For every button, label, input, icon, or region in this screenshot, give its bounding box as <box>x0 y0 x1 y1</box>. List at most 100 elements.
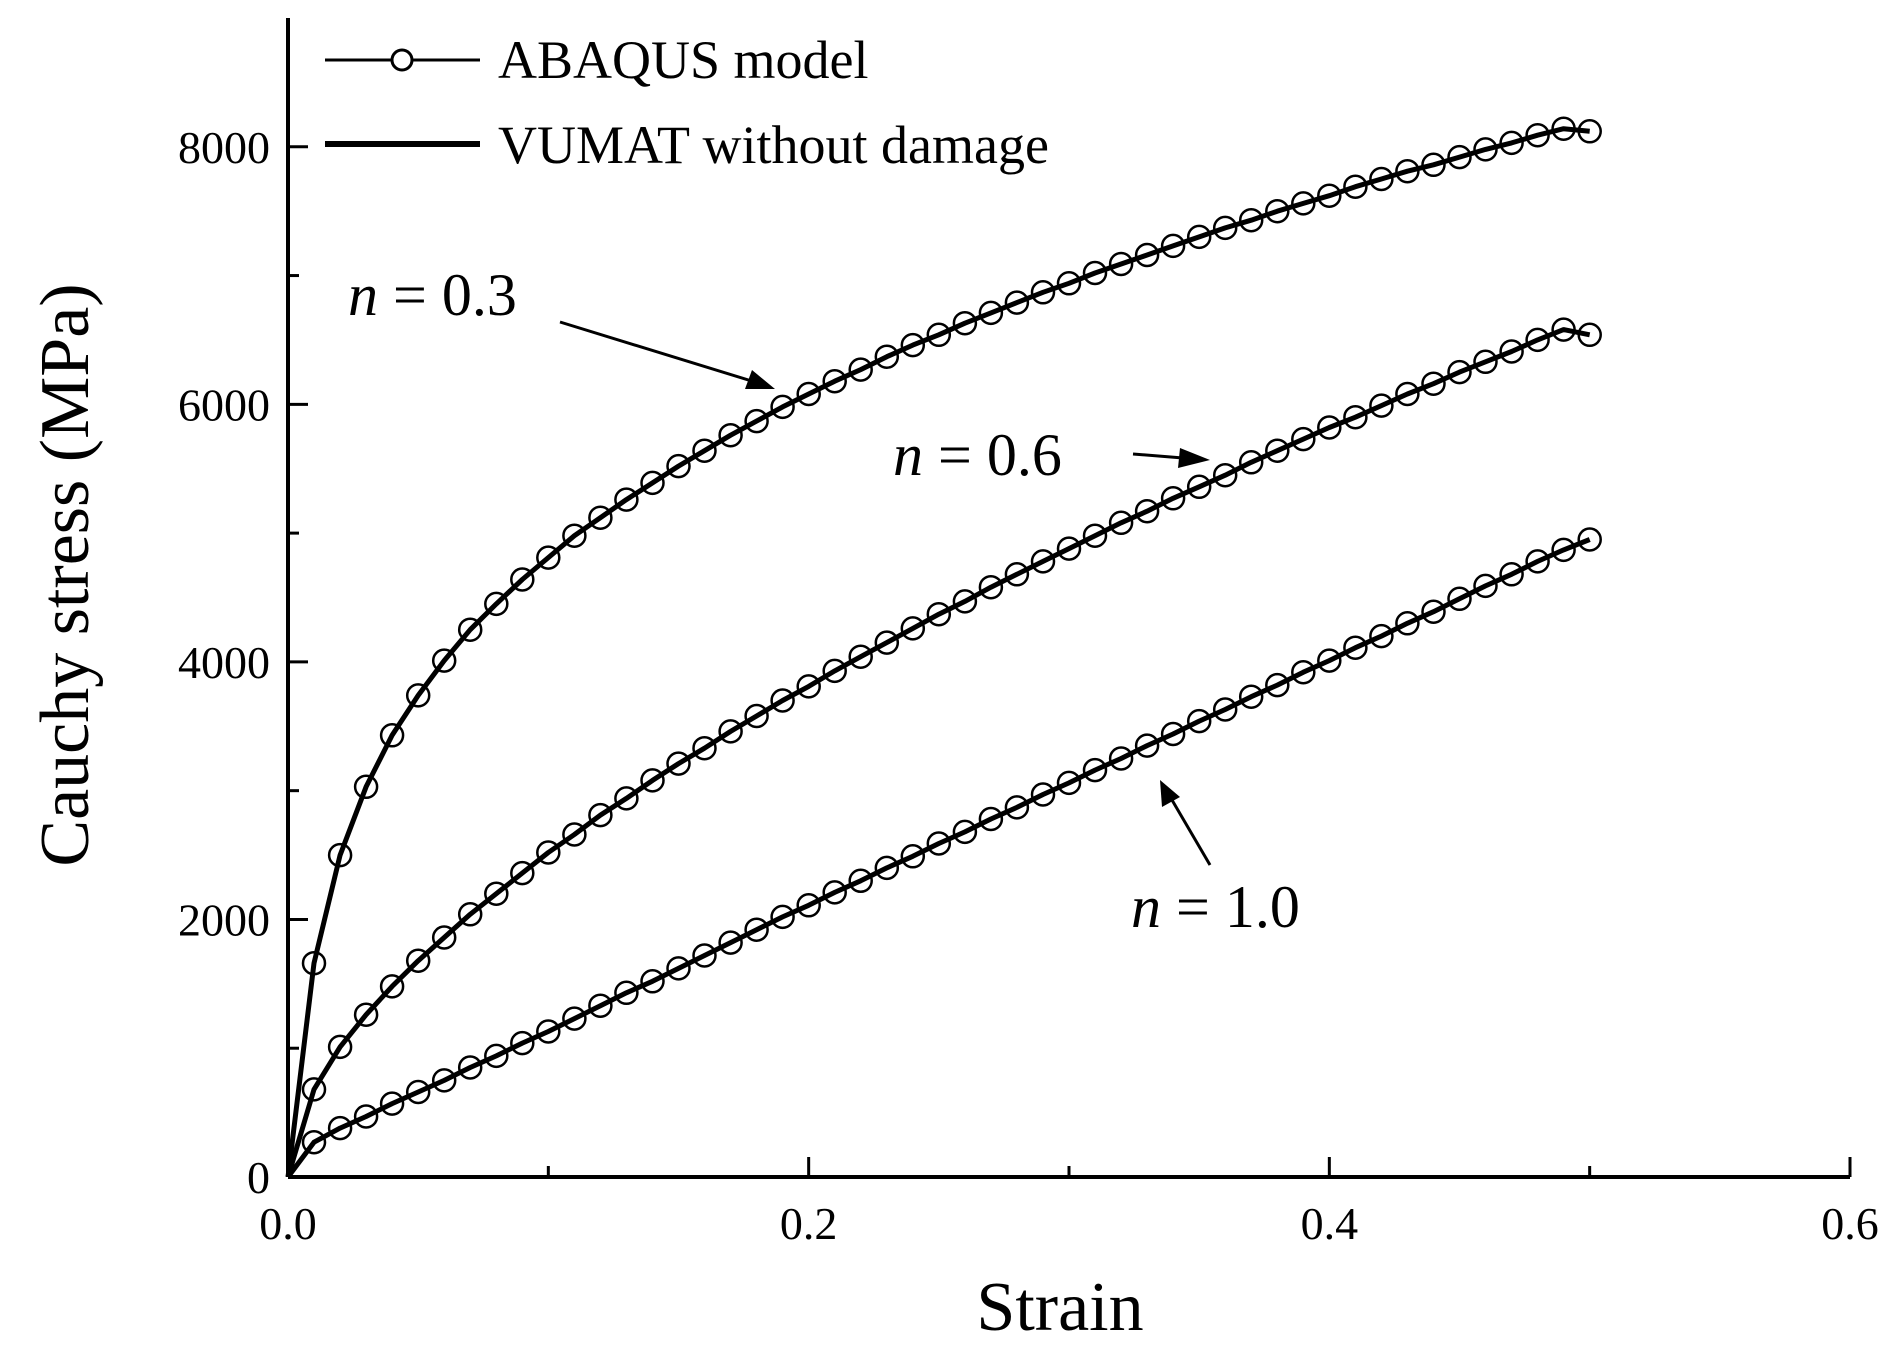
data-point <box>1421 371 1446 396</box>
data-point <box>614 980 639 1006</box>
data-point <box>588 802 613 828</box>
data-point <box>379 1091 405 1116</box>
annotation-n10-value: = 1.0 <box>1161 874 1300 940</box>
data-point <box>1004 290 1030 315</box>
data-point <box>822 368 847 394</box>
data-point <box>562 523 587 548</box>
data-point <box>1265 438 1290 463</box>
data-point <box>1421 599 1446 624</box>
data-point <box>1082 757 1108 783</box>
x-axis-title: Strain <box>976 1269 1143 1346</box>
data-point <box>1499 339 1524 364</box>
data-point <box>1030 280 1056 305</box>
data-point <box>822 880 847 905</box>
data-point <box>484 591 509 617</box>
data-point <box>510 567 535 592</box>
data-point <box>1186 708 1212 734</box>
data-point <box>1577 119 1602 144</box>
data-point <box>379 974 405 999</box>
annotation-n10: n = 1.0 <box>1131 780 1300 940</box>
legend-abaqus-marker <box>390 48 414 72</box>
annotation-n06-label: n = 0.6 <box>893 422 1062 488</box>
data-point <box>1317 183 1342 208</box>
data-point <box>666 751 691 776</box>
data-point <box>692 438 717 463</box>
x-tick-label: 0.2 <box>780 1198 838 1249</box>
data-point <box>874 344 900 369</box>
data-point <box>1160 721 1186 747</box>
data-point <box>405 683 431 708</box>
annotation-n10-label: n = 1.0 <box>1131 874 1300 940</box>
data-point <box>1291 191 1316 216</box>
data-point <box>1395 611 1420 636</box>
data-point <box>1343 404 1368 430</box>
data-point <box>510 860 535 886</box>
annotation-n10-arrowhead <box>1160 780 1180 807</box>
x-tick-label: 0.6 <box>1821 1198 1879 1249</box>
data-point <box>666 453 691 479</box>
data-point <box>848 868 873 894</box>
data-point <box>1343 635 1368 660</box>
annotation-n06-value: = 0.6 <box>923 422 1062 488</box>
data-point <box>431 648 457 673</box>
data-point <box>614 487 639 512</box>
data-point <box>796 893 821 918</box>
data-point <box>327 1034 353 1060</box>
data-point <box>353 774 379 800</box>
legend: ABAQUS model VUMAT without damage <box>325 30 1049 175</box>
y-axis-title: Cauchy stress (MPa) <box>27 283 104 866</box>
x-tick-label: 0.4 <box>1301 1198 1359 1249</box>
data-point <box>640 768 665 793</box>
data-point <box>1212 462 1238 488</box>
data-point <box>1447 144 1472 170</box>
data-point <box>796 674 821 699</box>
data-point <box>692 943 717 968</box>
legend-abaqus-label: ABAQUS model <box>498 30 869 90</box>
data-point <box>874 630 900 655</box>
annotation-n06-arrow <box>1132 452 1184 460</box>
data-point <box>1056 770 1082 796</box>
series-layer <box>285 116 1602 1179</box>
data-point <box>692 735 717 761</box>
data-point <box>1499 562 1524 587</box>
y-tick-label: 0 <box>247 1152 270 1203</box>
data-point <box>926 601 952 627</box>
data-point <box>457 617 483 642</box>
data-point <box>1056 271 1082 296</box>
data-point <box>926 831 952 856</box>
data-point <box>1473 573 1498 599</box>
data-point <box>457 902 483 927</box>
data-point <box>457 1055 483 1080</box>
annotation-n03-arrowhead <box>745 370 775 389</box>
data-point <box>1134 242 1160 268</box>
data-point <box>1577 322 1602 348</box>
data-point <box>1004 562 1030 587</box>
data-point <box>1212 697 1238 722</box>
data-point <box>978 300 1004 326</box>
data-point <box>1369 623 1394 649</box>
annotation-n10-arrow <box>1170 799 1212 866</box>
data-point <box>1343 174 1368 199</box>
data-point <box>1030 782 1056 807</box>
data-point <box>1265 672 1290 698</box>
data-point <box>1082 260 1108 286</box>
data-point <box>900 844 926 869</box>
data-point <box>1421 152 1446 178</box>
data-point <box>926 322 952 348</box>
data-point <box>484 1043 509 1069</box>
data-point <box>1056 536 1082 561</box>
data-point <box>1369 393 1394 418</box>
data-point <box>1525 122 1550 148</box>
data-point <box>484 881 509 906</box>
data-point <box>1004 795 1030 820</box>
data-point <box>1134 733 1160 758</box>
data-point <box>978 806 1004 832</box>
data-point <box>536 1019 561 1044</box>
y-tick-label: 8000 <box>178 122 270 173</box>
data-point <box>744 408 769 434</box>
data-point <box>405 1079 431 1105</box>
data-point <box>1317 648 1342 673</box>
annotation-n06-var: n <box>893 422 923 488</box>
series-line <box>285 537 1591 1179</box>
